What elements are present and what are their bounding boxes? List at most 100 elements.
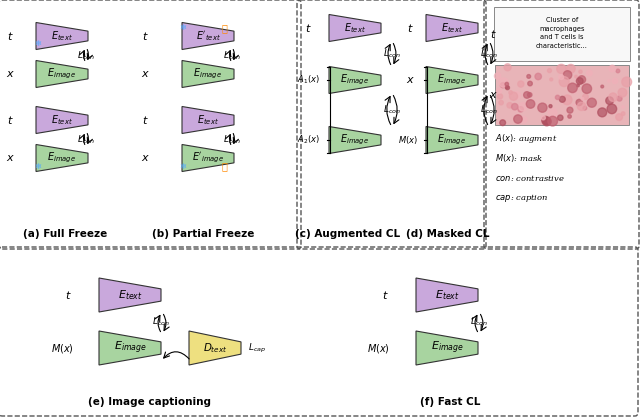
Text: $x$: $x$: [6, 153, 15, 163]
Circle shape: [520, 116, 527, 123]
Text: $L_{cap}$: $L_{cap}$: [248, 341, 266, 354]
Circle shape: [506, 86, 509, 90]
Polygon shape: [329, 127, 381, 153]
Text: $M(x)$: $M(x)$: [398, 134, 418, 146]
Text: ❄: ❄: [179, 23, 186, 33]
Text: $E'_{text}$: $E'_{text}$: [195, 29, 221, 43]
Text: (e) Image captioning: (e) Image captioning: [88, 397, 211, 407]
Text: $E_{image}$: $E_{image}$: [113, 340, 147, 356]
Circle shape: [514, 115, 522, 123]
Circle shape: [524, 92, 530, 98]
Circle shape: [601, 85, 604, 88]
Circle shape: [505, 85, 508, 88]
Polygon shape: [329, 15, 381, 41]
Circle shape: [598, 108, 607, 117]
Circle shape: [568, 115, 572, 118]
Text: $E_{image}$: $E_{image}$: [47, 67, 77, 81]
Circle shape: [581, 98, 584, 100]
Text: $L_{con}$: $L_{con}$: [470, 316, 488, 328]
Circle shape: [609, 65, 616, 72]
Text: $L_{con}$: $L_{con}$: [223, 50, 241, 62]
Polygon shape: [426, 127, 478, 153]
Text: (f) Fast CL: (f) Fast CL: [420, 397, 480, 407]
Circle shape: [549, 105, 552, 108]
Circle shape: [582, 84, 591, 93]
Text: $t$: $t$: [6, 30, 13, 42]
Text: $cap$: caption: $cap$: caption: [495, 192, 548, 204]
Text: 🔒: 🔒: [221, 23, 227, 33]
Polygon shape: [99, 331, 161, 365]
Text: $t$: $t$: [6, 114, 13, 126]
Text: $t$: $t$: [381, 289, 388, 301]
Circle shape: [504, 64, 511, 71]
Circle shape: [535, 73, 541, 80]
Text: $con$: contrastive: $con$: contrastive: [495, 173, 564, 183]
Circle shape: [542, 116, 550, 124]
Text: $t$: $t$: [490, 28, 497, 40]
Circle shape: [588, 98, 596, 107]
Circle shape: [567, 107, 573, 113]
Circle shape: [583, 106, 587, 110]
Text: $M(x)$: $M(x)$: [367, 341, 390, 354]
Circle shape: [575, 75, 577, 78]
Circle shape: [559, 75, 564, 80]
Circle shape: [544, 119, 550, 125]
Text: $M(x)$: $M(x)$: [51, 341, 74, 354]
Circle shape: [548, 116, 557, 126]
Circle shape: [557, 64, 566, 74]
Text: $A_2(x)$: $A_2(x)$: [296, 134, 319, 146]
Circle shape: [499, 78, 508, 87]
Text: $t$: $t$: [65, 289, 71, 301]
Text: ❄: ❄: [179, 161, 186, 171]
Circle shape: [563, 95, 572, 105]
Circle shape: [608, 80, 610, 82]
Text: $L_{con}$: $L_{con}$: [77, 134, 95, 146]
Polygon shape: [36, 23, 88, 49]
Circle shape: [505, 83, 509, 86]
Circle shape: [509, 91, 513, 94]
Text: $E_{image}$: $E_{image}$: [438, 73, 467, 87]
Polygon shape: [99, 278, 161, 312]
Circle shape: [559, 96, 565, 102]
Polygon shape: [329, 67, 381, 93]
Circle shape: [509, 92, 518, 100]
Text: $A(x)$: augment: $A(x)$: augment: [495, 132, 557, 145]
Text: $E_{text}$: $E_{text}$: [344, 21, 366, 35]
Circle shape: [579, 70, 582, 73]
Text: $L_{con}$: $L_{con}$: [383, 48, 401, 60]
Circle shape: [563, 71, 572, 79]
Text: $x$: $x$: [406, 75, 415, 85]
Polygon shape: [182, 106, 234, 134]
Circle shape: [566, 65, 575, 73]
Circle shape: [527, 93, 532, 97]
Circle shape: [556, 95, 559, 100]
Circle shape: [538, 103, 547, 112]
Circle shape: [577, 78, 583, 84]
Circle shape: [622, 106, 624, 108]
Text: $E_{image}$: $E_{image}$: [193, 67, 223, 81]
Circle shape: [497, 88, 502, 93]
Circle shape: [577, 84, 579, 87]
Circle shape: [612, 78, 618, 84]
Text: $E'_{image}$: $E'_{image}$: [192, 151, 224, 165]
Text: $x$: $x$: [141, 153, 150, 163]
Circle shape: [559, 77, 569, 87]
Circle shape: [547, 69, 552, 72]
Circle shape: [578, 76, 586, 83]
Text: (c) Augmented CL: (c) Augmented CL: [296, 229, 401, 239]
Circle shape: [507, 103, 513, 108]
Circle shape: [622, 79, 625, 81]
Text: $t$: $t$: [406, 22, 413, 34]
Text: $L_{con}$: $L_{con}$: [480, 48, 498, 60]
Circle shape: [550, 78, 553, 81]
Circle shape: [573, 104, 575, 106]
Text: 🔒: 🔒: [221, 161, 227, 171]
Polygon shape: [416, 331, 478, 365]
Text: ❄: ❄: [35, 161, 42, 171]
Circle shape: [495, 73, 501, 79]
Circle shape: [568, 83, 577, 93]
Text: $x$: $x$: [141, 69, 150, 79]
Circle shape: [526, 100, 535, 108]
Polygon shape: [416, 278, 478, 312]
Text: ❄: ❄: [35, 39, 42, 49]
